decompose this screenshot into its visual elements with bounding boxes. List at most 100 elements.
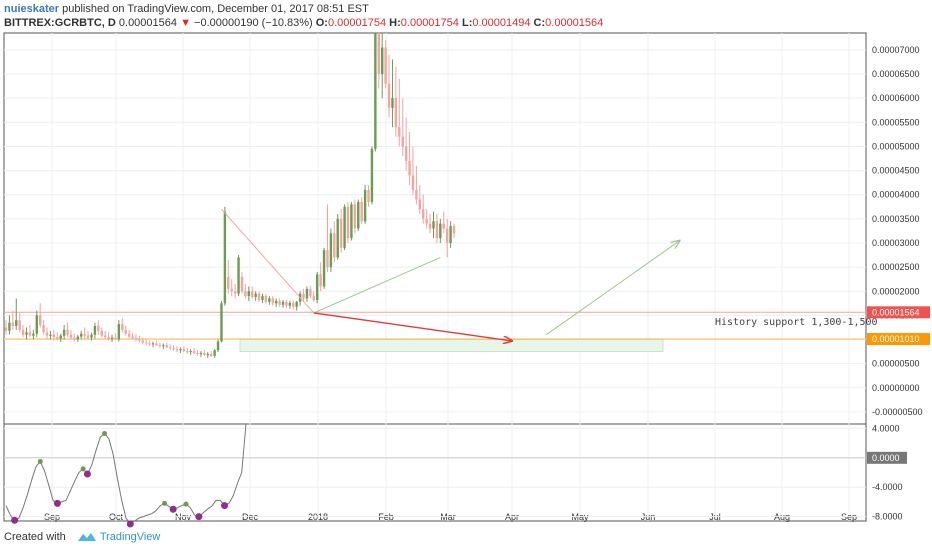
candle-body [220, 303, 223, 342]
candle-body [442, 223, 445, 229]
candle-body [127, 333, 131, 337]
candle-body [199, 353, 203, 355]
candle-body [343, 206, 346, 248]
candle-body [418, 199, 422, 210]
oscillator-axis[interactable]: 4.00000.0000-4.0000-8.00000.0000 [867, 423, 907, 522]
candle-body [244, 291, 247, 297]
candle-body [452, 226, 456, 234]
candle-body [394, 98, 398, 128]
candle-body [59, 335, 62, 339]
oscillator-pane [4, 423, 866, 528]
candle-body [25, 332, 28, 335]
candle-body [69, 334, 73, 338]
candle-body [360, 201, 363, 222]
candle-body [28, 332, 32, 336]
osc-value-box [867, 451, 907, 464]
candle-body [350, 204, 353, 239]
candle-body [449, 226, 452, 243]
candle-body [45, 332, 49, 336]
candle-body [186, 351, 189, 353]
candle-body [100, 330, 103, 336]
candle-body [148, 343, 151, 345]
candle-body [97, 326, 100, 331]
candle-body [35, 315, 38, 334]
candle-body [83, 333, 86, 336]
tradingview-logo-icon [77, 533, 96, 542]
price-tick-label: 0.00004000 [872, 190, 920, 200]
candle-body [247, 291, 251, 297]
published-text: published on TradingView.com, December 0… [62, 3, 369, 15]
candle-body [333, 233, 336, 258]
trend-lines [221, 208, 679, 341]
candle-body [117, 324, 121, 340]
candle-body [292, 302, 295, 307]
price-label-text: 0.00001564 [872, 307, 920, 317]
trend-line[interactable] [313, 312, 512, 341]
candle-body [210, 354, 213, 356]
candle-body [196, 353, 199, 355]
support-annotation: History support 1,300-1,500 [715, 317, 878, 328]
candle-body [367, 189, 370, 202]
candle-body [251, 291, 254, 298]
candle-body [230, 288, 233, 292]
candle-body [274, 300, 278, 304]
price-tick-label: 0.00005000 [872, 141, 920, 151]
close-value: 0.00001564 [545, 17, 604, 29]
price-axis[interactable]: 0.00007000 0.00006500 0.00006000 0.00005500… [867, 45, 930, 417]
candle-body [8, 322, 11, 331]
candle-body [370, 148, 374, 202]
osc-trough-dot [126, 520, 134, 528]
candle-body [4, 327, 8, 331]
price-tick-label: 0.00006000 [872, 93, 920, 103]
candle-body [80, 333, 83, 337]
author-name[interactable]: nuieskater [4, 3, 60, 15]
candle-body [107, 337, 110, 339]
candle-body [151, 343, 155, 345]
price-tick-label: -0.00000500 [872, 407, 923, 417]
trend-line[interactable] [221, 208, 315, 314]
trend-line[interactable] [546, 241, 679, 336]
candle-body [32, 333, 35, 336]
high-label: H: [389, 17, 401, 29]
candle-body [432, 221, 435, 229]
candle-body [384, 47, 387, 84]
candle-body [439, 223, 442, 239]
candle-body [216, 341, 220, 351]
price-tick-label: 0.00002500 [872, 262, 920, 272]
candle-body [134, 338, 138, 340]
candle-body [415, 189, 418, 200]
candle-body [237, 257, 240, 294]
candle-body [257, 293, 261, 300]
candle-body [15, 320, 18, 327]
candle-body [261, 296, 264, 300]
trend-line[interactable] [313, 257, 441, 314]
candle-body [179, 349, 182, 351]
chart-header: nuieskater published on TradingView.com,… [4, 3, 603, 30]
candle-body [62, 329, 66, 336]
candle-body [39, 315, 42, 326]
osc-peak-dot [183, 501, 189, 507]
tradingview-link[interactable]: TradingView [99, 531, 161, 543]
symbol-line: BITTREX:GCRBTC, D 0.00001564 ▼ −0.000001… [4, 17, 603, 30]
candle-body [404, 146, 408, 161]
candle-body [168, 347, 172, 349]
candle-body [408, 160, 411, 176]
candle-body [114, 337, 117, 340]
low-value: 0.00001494 [472, 17, 531, 29]
symbol-name[interactable]: BITTREX:GCRBTC, D [4, 17, 116, 29]
candle-body [422, 209, 425, 219]
osc-peak-dot [102, 431, 108, 437]
candle-body [206, 354, 209, 356]
candle-body [21, 329, 25, 335]
candle-body [93, 326, 97, 335]
candle-body [319, 274, 322, 287]
candle-body [11, 322, 15, 327]
candle-body [254, 293, 257, 298]
candle-body [86, 335, 90, 338]
candle-body [381, 47, 384, 75]
osc-trough-dot [221, 502, 229, 510]
candle-body [445, 228, 449, 243]
candle-body [398, 127, 401, 137]
candle-body [326, 250, 329, 268]
osc-trough-dot [83, 470, 91, 478]
